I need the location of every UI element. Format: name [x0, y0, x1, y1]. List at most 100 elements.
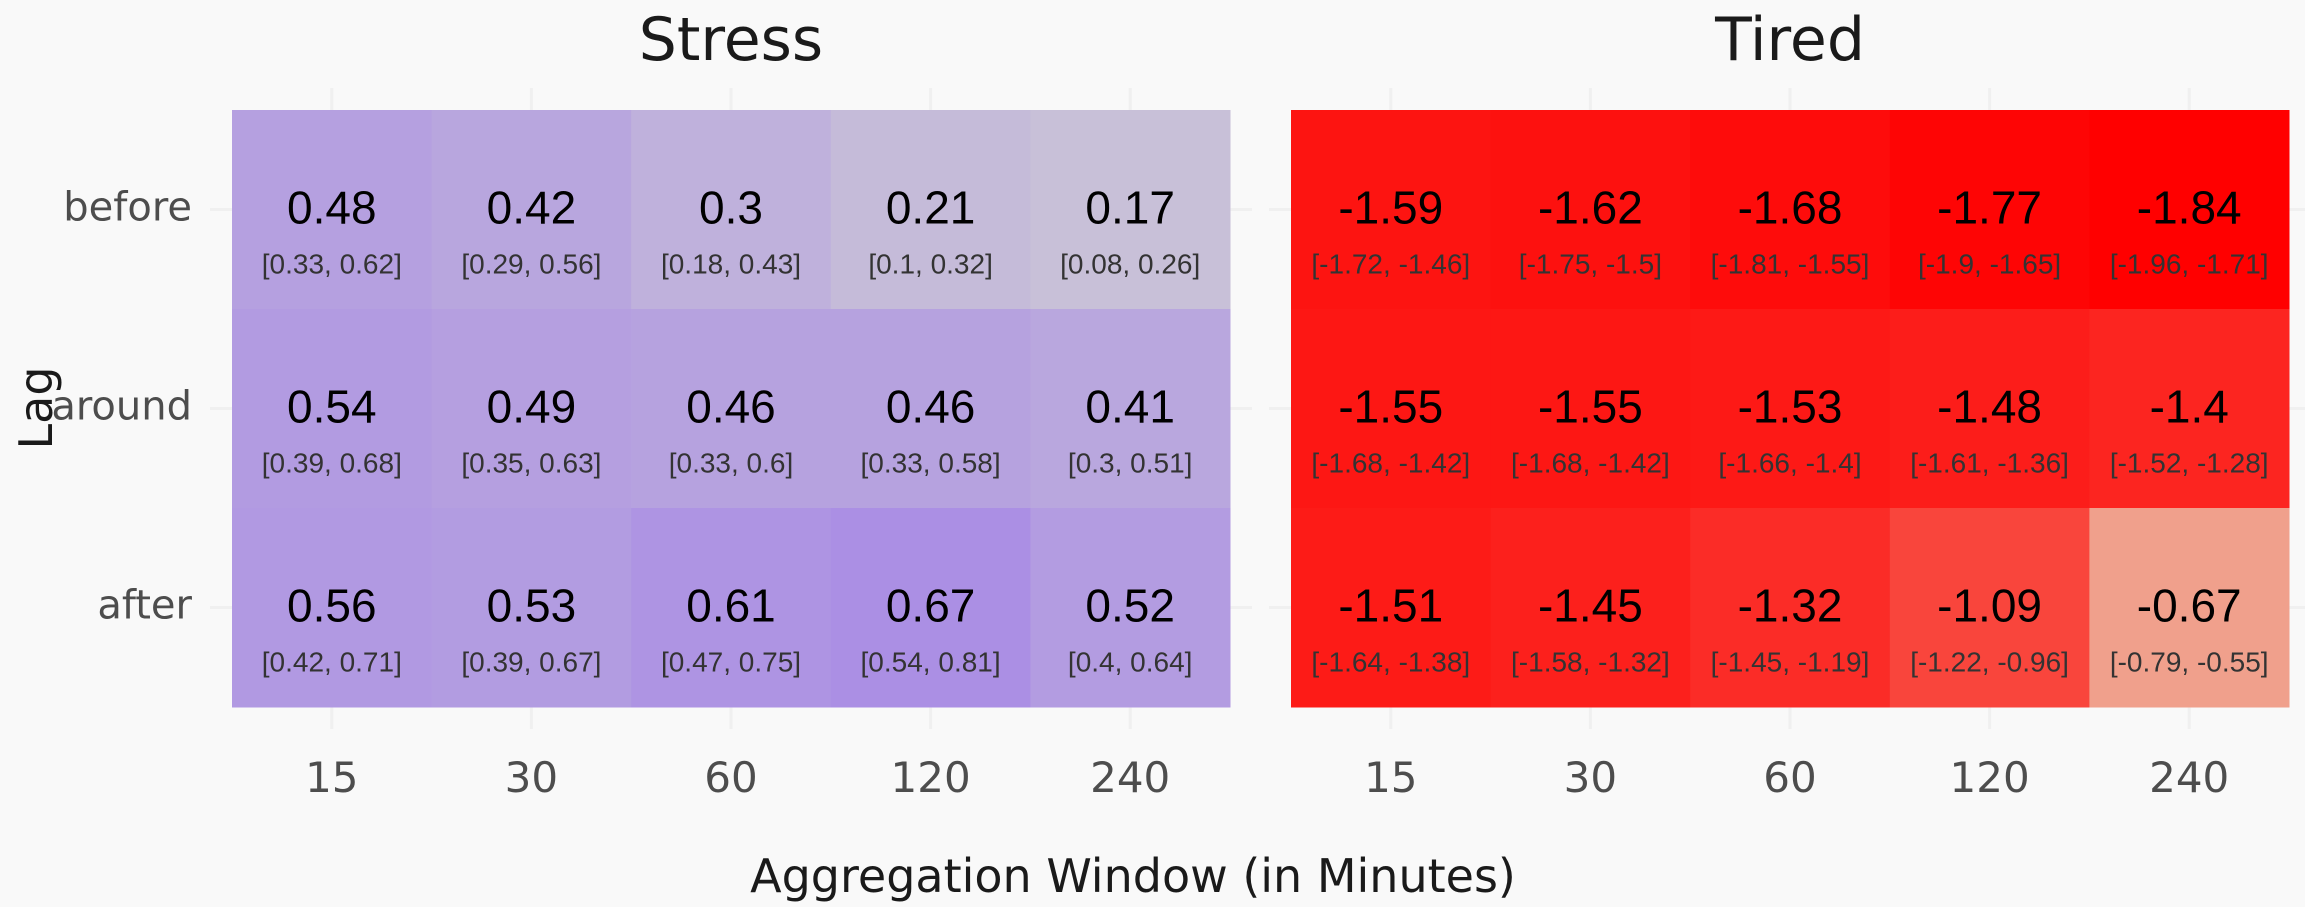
cell-value: -1.4 [2150, 381, 2229, 433]
cell-interval: [-1.68, -1.42] [1311, 448, 1470, 479]
cell-interval: [0.39, 0.67] [461, 647, 601, 678]
cell-interval: [0.39, 0.68] [262, 448, 402, 479]
x-tick-label: 60 [1763, 753, 1816, 802]
heatmap-cell [631, 508, 832, 708]
x-tick-label: 120 [1950, 753, 2030, 802]
cell-interval: [-1.22, -0.96] [1910, 647, 2069, 678]
cell-interval: [0.33, 0.6] [669, 448, 794, 479]
cell-interval: [0.08, 0.26] [1060, 249, 1200, 280]
heatmap-cell [1490, 508, 1691, 708]
cell-value: -1.62 [1538, 182, 1643, 234]
cell-interval: [-1.66, -1.4] [1718, 448, 1861, 479]
heatmap-cell [1291, 508, 1492, 708]
cell-value: -1.53 [1738, 381, 1843, 433]
heatmap-cell [2089, 309, 2290, 509]
heatmap-cell [1490, 309, 1691, 509]
x-tick-label: 30 [505, 753, 558, 802]
cell-interval: [0.4, 0.64] [1068, 647, 1193, 678]
cell-interval: [0.54, 0.81] [861, 647, 1001, 678]
x-axis-label: Aggregation Window (in Minutes) [750, 849, 1516, 903]
heatmap-cell [1490, 110, 1691, 310]
cell-interval: [-1.81, -1.55] [1711, 249, 1870, 280]
cell-interval: [0.3, 0.51] [1068, 448, 1193, 479]
cell-value: -1.59 [1338, 182, 1443, 234]
cell-value: 0.67 [886, 580, 976, 632]
cell-value: 0.56 [287, 580, 377, 632]
cell-interval: [-1.72, -1.46] [1311, 249, 1470, 280]
x-tick-label: 120 [891, 753, 971, 802]
heatmap-cell [232, 110, 433, 310]
heatmap-cell [1030, 508, 1231, 708]
heatmap-cell [1291, 110, 1492, 310]
cell-value: -1.68 [1738, 182, 1843, 234]
x-tick-label: 60 [704, 753, 757, 802]
heatmap-cell [431, 309, 632, 509]
panel-title-1: Tired [1714, 5, 1865, 75]
cell-value: 0.52 [1085, 580, 1175, 632]
heatmap-cell [1889, 110, 2090, 310]
heatmap-cell [232, 508, 433, 708]
heatmap-cell [1889, 309, 2090, 509]
heatmap-cell [1030, 309, 1231, 509]
heatmap-cell [2089, 110, 2290, 310]
y-tick-label: around [51, 384, 192, 430]
cell-value: 0.53 [487, 580, 577, 632]
heatmap-cell [431, 110, 632, 310]
heatmap-cell [1889, 508, 2090, 708]
panel-title-0: Stress [639, 5, 823, 75]
cell-value: -1.55 [1338, 381, 1443, 433]
heatmap-cell [830, 508, 1031, 708]
cell-interval: [-1.52, -1.28] [2110, 448, 2269, 479]
cell-interval: [-1.9, -1.65] [1918, 249, 2061, 280]
x-tick-label: 240 [1090, 753, 1170, 802]
y-tick-label: after [97, 583, 192, 629]
cell-interval: [-1.61, -1.36] [1910, 448, 2069, 479]
cell-value: -1.32 [1738, 580, 1843, 632]
heatmap-cell [1690, 110, 1891, 310]
heatmap-cell [631, 110, 832, 310]
heatmap-cell [1291, 309, 1492, 509]
y-axis-label: Lag [9, 366, 63, 449]
heatmap-cell [1690, 508, 1891, 708]
cell-interval: [-1.68, -1.42] [1511, 448, 1670, 479]
cell-value: 0.17 [1085, 182, 1175, 234]
cell-value: 0.54 [287, 381, 377, 433]
cell-interval: [0.35, 0.63] [461, 448, 601, 479]
cell-value: -0.67 [2137, 580, 2242, 632]
cell-value: 0.48 [287, 182, 377, 234]
x-tick-label: 240 [2149, 753, 2229, 802]
cell-value: 0.61 [686, 580, 776, 632]
heatmap-cell [1690, 309, 1891, 509]
x-tick-label: 15 [1364, 753, 1417, 802]
x-tick-label: 30 [1564, 753, 1617, 802]
heatmap-cell [631, 309, 832, 509]
cell-value: 0.46 [886, 381, 976, 433]
cell-interval: [0.42, 0.71] [262, 647, 402, 678]
cell-interval: [-1.96, -1.71] [2110, 249, 2269, 280]
cell-value: 0.46 [686, 381, 776, 433]
cell-value: 0.21 [886, 182, 976, 234]
cell-interval: [0.33, 0.62] [262, 249, 402, 280]
cell-interval: [-1.64, -1.38] [1311, 647, 1470, 678]
heatmap-cell [232, 309, 433, 509]
y-tick-label: before [63, 185, 192, 231]
cell-interval: [0.47, 0.75] [661, 647, 801, 678]
cell-interval: [-1.45, -1.19] [1711, 647, 1870, 678]
heatmap-cell [830, 110, 1031, 310]
heatmap-cell [2089, 508, 2290, 708]
cell-value: 0.3 [699, 182, 763, 234]
cell-value: -1.48 [1937, 381, 2042, 433]
cell-interval: [0.1, 0.32] [868, 249, 993, 280]
cell-value: 0.41 [1085, 381, 1175, 433]
cell-interval: [-1.75, -1.5] [1519, 249, 1662, 280]
cell-value: -1.51 [1338, 580, 1443, 632]
x-tick-label: 15 [305, 753, 358, 802]
cell-interval: [-1.58, -1.32] [1511, 647, 1670, 678]
cell-value: -1.77 [1937, 182, 2042, 234]
cell-value: 0.49 [487, 381, 577, 433]
cell-interval: [0.33, 0.58] [861, 448, 1001, 479]
cell-value: 0.42 [487, 182, 577, 234]
heatmap-cell [830, 309, 1031, 509]
cell-value: -1.55 [1538, 381, 1643, 433]
